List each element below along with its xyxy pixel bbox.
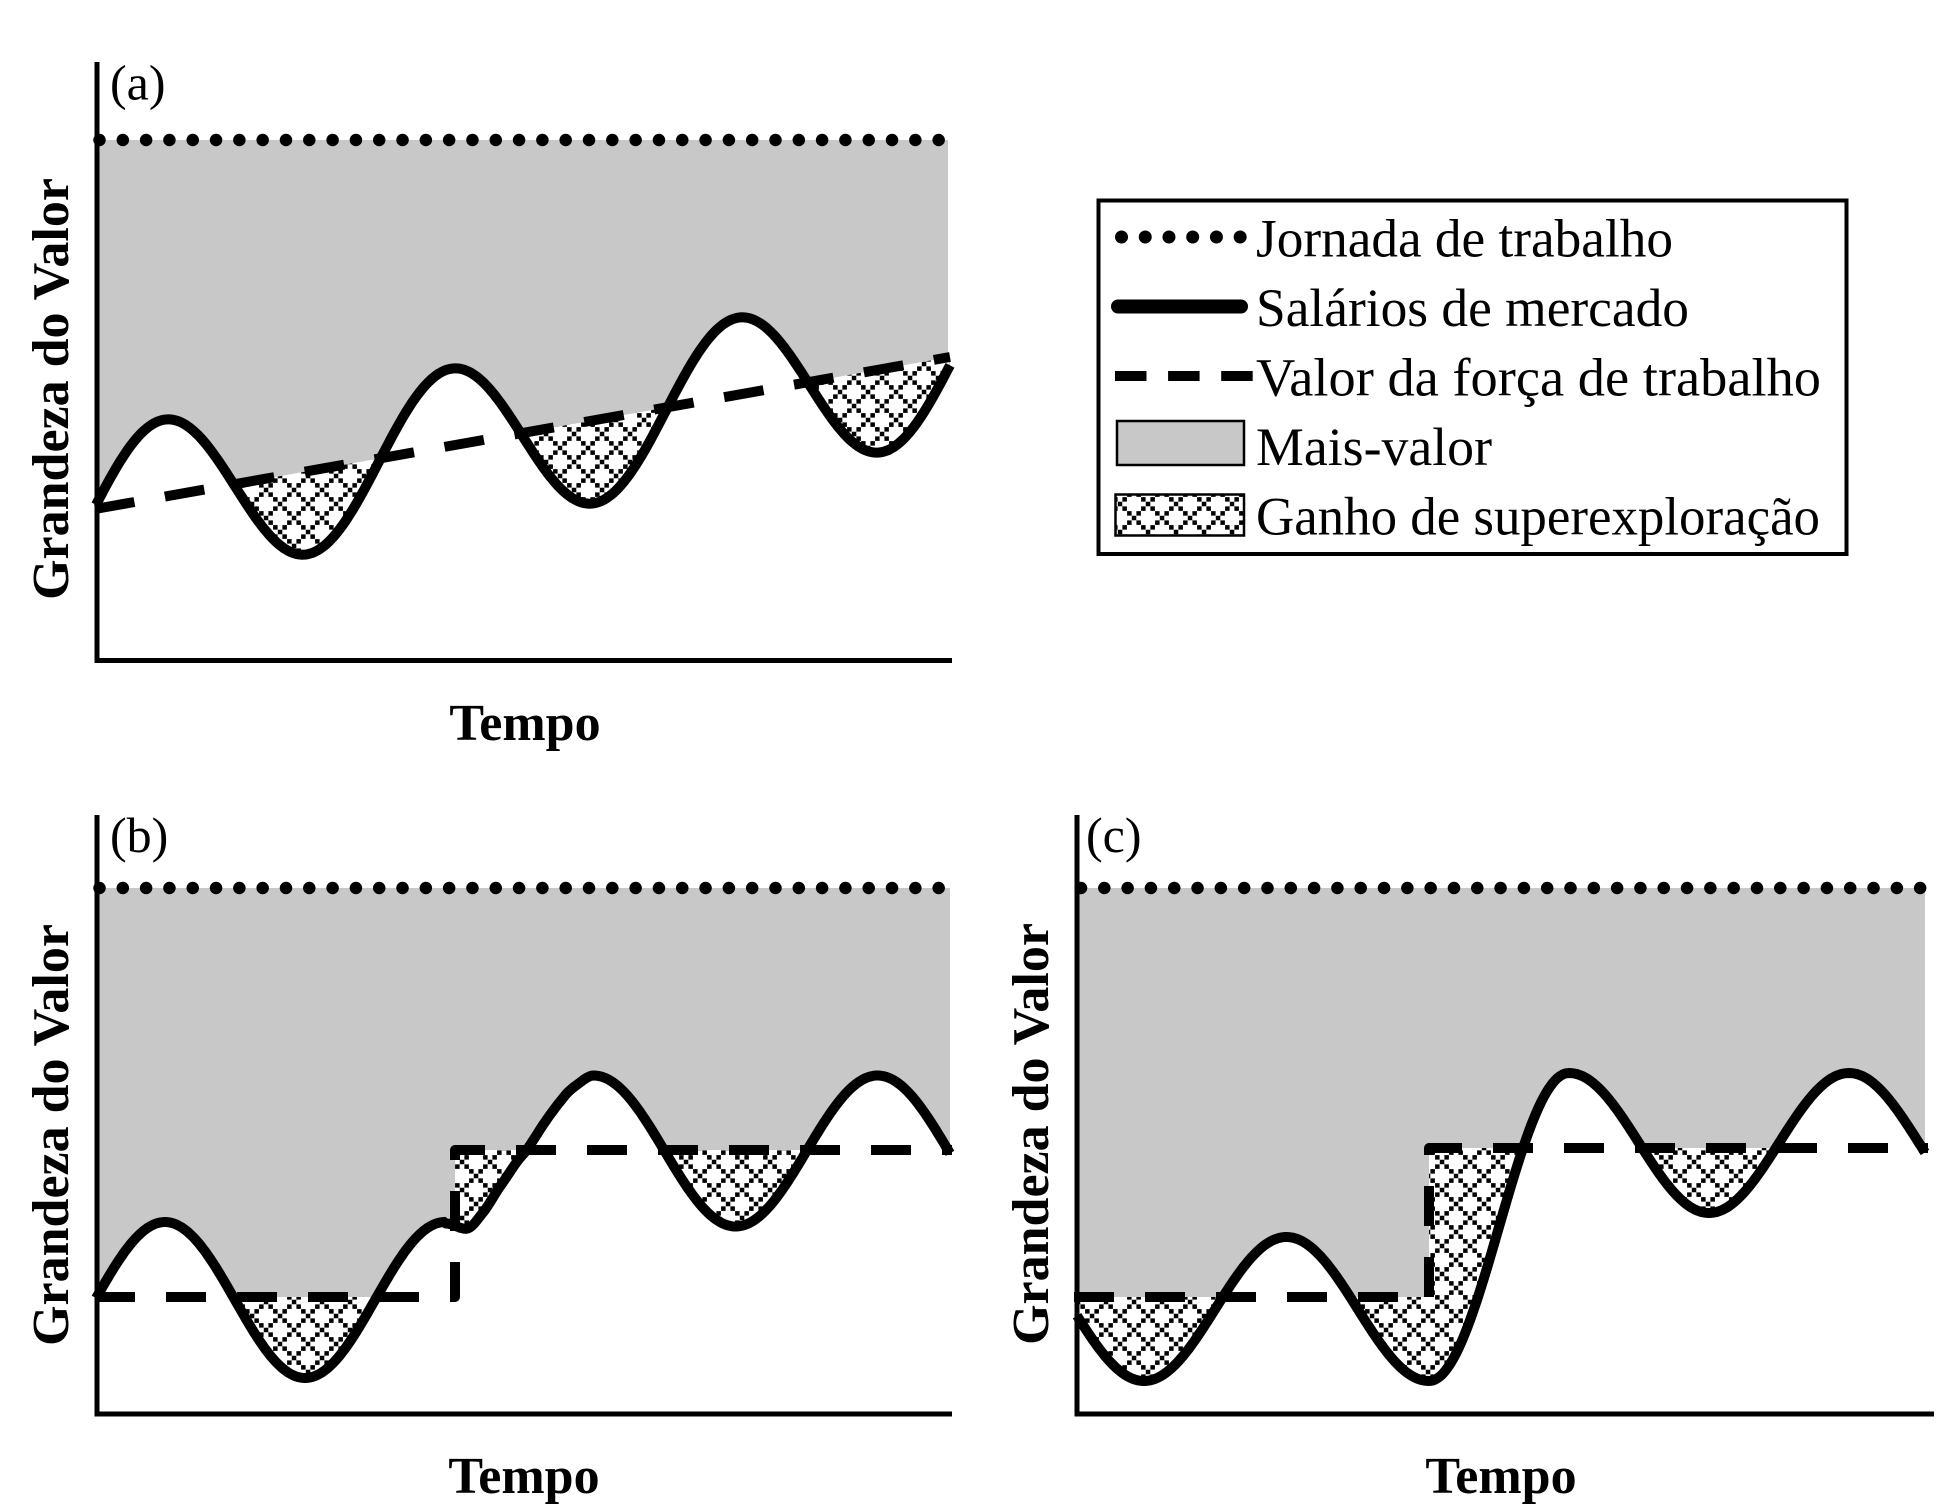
- svg-text:Grandeza do Valor: Grandeza do Valor: [23, 178, 80, 600]
- svg-text:Ganho de superexploração: Ganho de superexploração: [1256, 486, 1820, 547]
- svg-text:Mais-valor: Mais-valor: [1256, 416, 1492, 477]
- svg-text:Tempo: Tempo: [448, 1448, 599, 1504]
- svg-text:Salários de mercado: Salários de mercado: [1256, 277, 1689, 338]
- svg-text:Tempo: Tempo: [449, 695, 600, 752]
- svg-text:Valor da força de trabalho: Valor da força de trabalho: [1256, 347, 1821, 408]
- svg-text:Tempo: Tempo: [1425, 1448, 1576, 1504]
- svg-text:Grandeza do Valor: Grandeza do Valor: [1003, 923, 1060, 1345]
- svg-text:Jornada de trabalho: Jornada de trabalho: [1256, 208, 1673, 269]
- svg-text:(c): (c): [1086, 807, 1142, 863]
- svg-text:(b): (b): [110, 807, 168, 863]
- svg-text:Grandeza do Valor: Grandeza do Valor: [23, 924, 80, 1346]
- svg-text:(a): (a): [110, 55, 166, 111]
